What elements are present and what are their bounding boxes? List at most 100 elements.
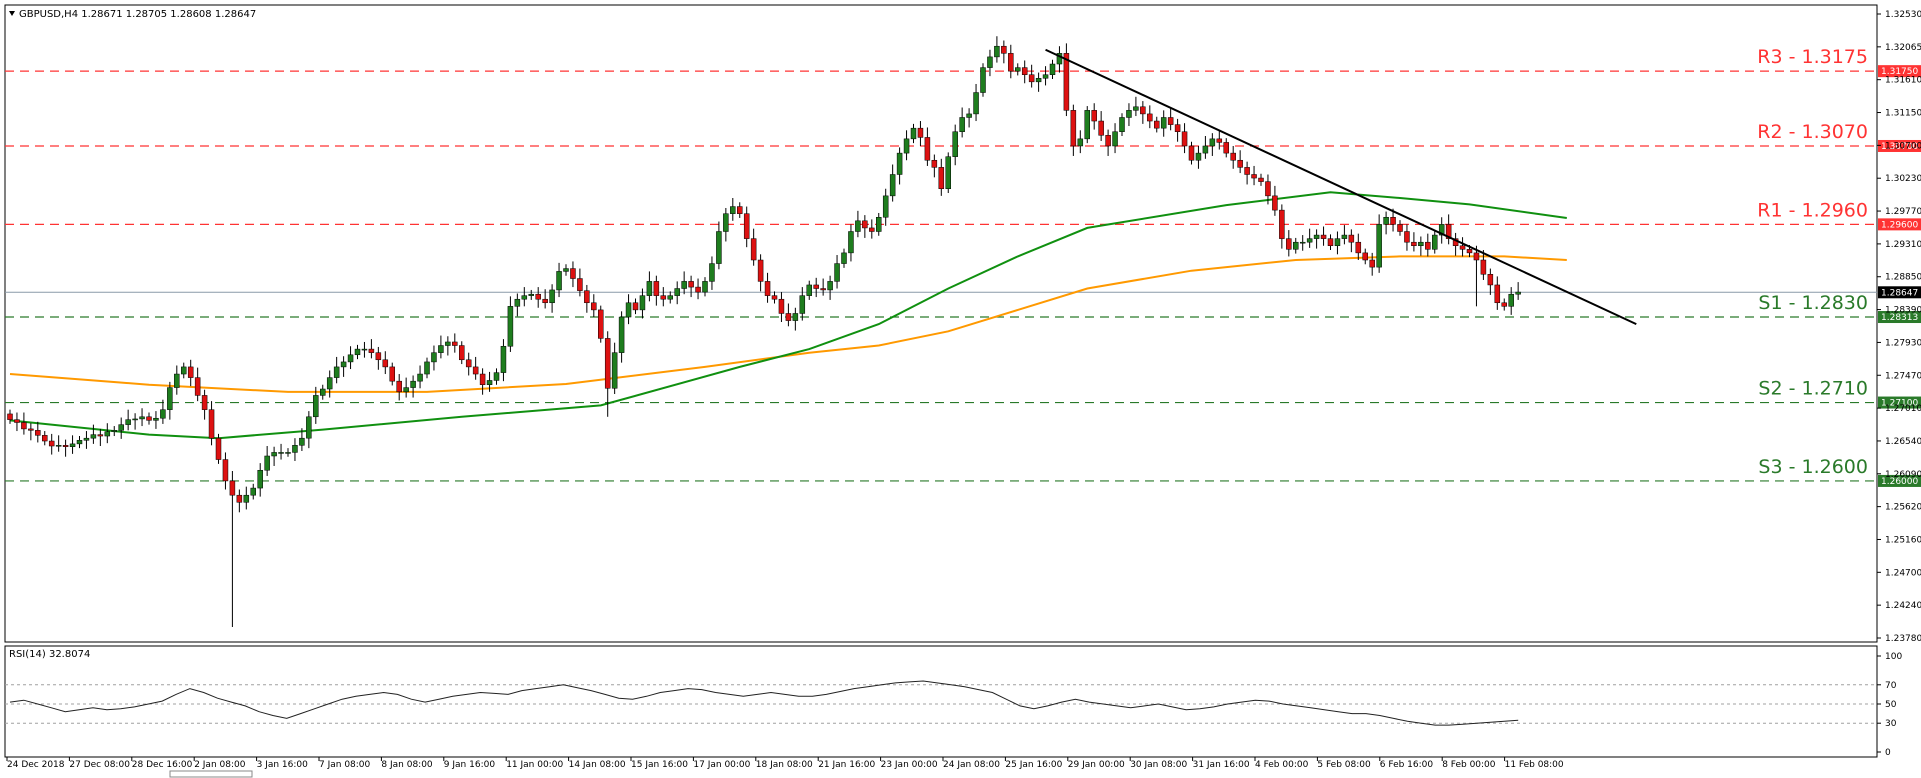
candle-bull xyxy=(514,298,521,307)
candle-bull xyxy=(417,373,423,382)
x-axis-tick-label: 17 Jan 00:00 xyxy=(693,760,750,770)
candle-bear xyxy=(48,440,55,447)
candle-bear xyxy=(1147,113,1153,122)
triangle-down-icon[interactable] xyxy=(9,11,15,16)
candle-bear xyxy=(820,288,826,291)
candle-bear xyxy=(1480,259,1487,275)
candle-bull xyxy=(799,295,806,314)
candle-bear xyxy=(21,422,27,430)
candle-bear xyxy=(465,359,472,368)
candle-bear xyxy=(97,434,104,437)
candle-bear xyxy=(688,281,694,288)
rsi-label: RSI(14) 32.8074 xyxy=(9,649,90,660)
candle-bull xyxy=(1515,291,1521,295)
candle-bear xyxy=(1230,152,1236,161)
candle-bull xyxy=(702,281,708,293)
candle-bear xyxy=(459,345,465,361)
candle-bear xyxy=(917,127,924,138)
y-axis-tick-label: 1.23780 xyxy=(1885,634,1921,644)
candle-bull xyxy=(118,424,124,431)
candle-bear xyxy=(743,213,750,239)
candle-bull xyxy=(320,388,326,396)
candle-bear xyxy=(1425,241,1431,250)
candle-bear xyxy=(1251,174,1257,179)
candle-bear xyxy=(653,281,660,296)
candle-bull xyxy=(1418,241,1424,247)
candle-bull xyxy=(111,430,117,433)
candle-bull xyxy=(1334,238,1341,247)
candle-bull xyxy=(125,419,131,425)
candle-bull xyxy=(841,252,847,264)
x-axis-tick-label: 4 Feb 00:00 xyxy=(1255,760,1309,770)
level-badge-label: 1.29600 xyxy=(1881,220,1918,230)
candle-bear xyxy=(591,302,597,311)
current-price-badge xyxy=(1878,286,1921,299)
candle-bull xyxy=(306,416,312,439)
candle-bull xyxy=(611,352,618,389)
y-axis-tick-label: 1.27930 xyxy=(1885,338,1921,348)
candle-bear xyxy=(1369,259,1375,268)
candle-bull xyxy=(104,431,111,437)
y-axis-tick-label: 1.28390 xyxy=(1885,306,1921,316)
rsi-panel-frame xyxy=(4,645,1878,758)
level-label: R3 - 1.3175 xyxy=(1757,46,1868,68)
candle-bear xyxy=(201,395,208,410)
candle-bear xyxy=(1028,74,1035,83)
x-axis-tick-label: 30 Jan 08:00 xyxy=(1130,760,1187,770)
y-axis-tick-label: 1.31150 xyxy=(1885,109,1921,119)
candle-bear xyxy=(375,352,382,361)
level-label: R2 - 1.3070 xyxy=(1757,121,1868,143)
chart-title: GBPUSD,H4 1.28671 1.28705 1.28608 1.2864… xyxy=(19,9,256,20)
candle-bull xyxy=(1015,67,1021,72)
candle-bear xyxy=(1459,245,1466,250)
candle-bull xyxy=(994,45,1000,58)
candle-bull xyxy=(1195,152,1202,161)
x-axis-tick-label: 6 Feb 16:00 xyxy=(1380,760,1434,770)
x-axis-tick-label: 21 Jan 16:00 xyxy=(818,760,875,770)
candle-bull xyxy=(889,174,896,197)
candle-bull xyxy=(723,213,729,232)
candle-bear xyxy=(862,220,868,229)
candle-bull xyxy=(410,380,416,388)
candle-bear xyxy=(542,298,548,304)
x-axis-tick-label: 28 Dec 16:00 xyxy=(132,760,193,770)
level-label: R1 - 1.2960 xyxy=(1757,199,1868,221)
candle-bull xyxy=(1383,216,1389,225)
candle-bull xyxy=(1209,138,1216,147)
y-axis-tick-label: 1.32530 xyxy=(1885,10,1921,20)
candle-bull xyxy=(250,487,256,496)
candle-bear xyxy=(35,430,41,436)
candle-bull xyxy=(1376,224,1382,268)
candle-bull xyxy=(333,366,340,378)
candle-bear xyxy=(1001,45,1007,54)
candle-bull xyxy=(278,452,284,454)
candle-bear xyxy=(229,480,236,496)
current-price-badge-label: 1.28647 xyxy=(1881,288,1918,298)
candle-bull xyxy=(1306,238,1313,243)
candle-bull xyxy=(243,494,250,503)
candle-bear xyxy=(236,494,243,503)
x-axis-tick-label: 15 Jan 16:00 xyxy=(631,760,688,770)
scroll-marker[interactable] xyxy=(169,770,253,778)
main-panel-frame xyxy=(4,4,1878,643)
candle-bull xyxy=(1202,145,1209,154)
candle-bear xyxy=(42,435,48,442)
candle-bull xyxy=(1112,131,1118,147)
candle-bear xyxy=(452,341,458,346)
candle-bull xyxy=(431,352,437,363)
candle-bear xyxy=(1265,181,1271,197)
x-axis-tick-label: 2 Jan 08:00 xyxy=(194,760,246,770)
candle-bear xyxy=(1091,110,1097,122)
candle-bull xyxy=(1049,63,1056,75)
candle-bull xyxy=(730,206,736,214)
candle-bear xyxy=(1473,252,1480,261)
candle-bull xyxy=(1160,117,1167,129)
level-badge-label: 1.28313 xyxy=(1881,313,1918,323)
candle-bear xyxy=(570,268,576,279)
level-badge-label: 1.27100 xyxy=(1881,399,1918,409)
y-axis-tick-label: 1.32065 xyxy=(1885,43,1921,53)
moving-average-green xyxy=(9,191,1567,440)
candle-bull xyxy=(90,434,97,439)
x-axis-tick-label: 27 Dec 08:00 xyxy=(69,760,130,770)
candle-bear xyxy=(938,167,945,189)
